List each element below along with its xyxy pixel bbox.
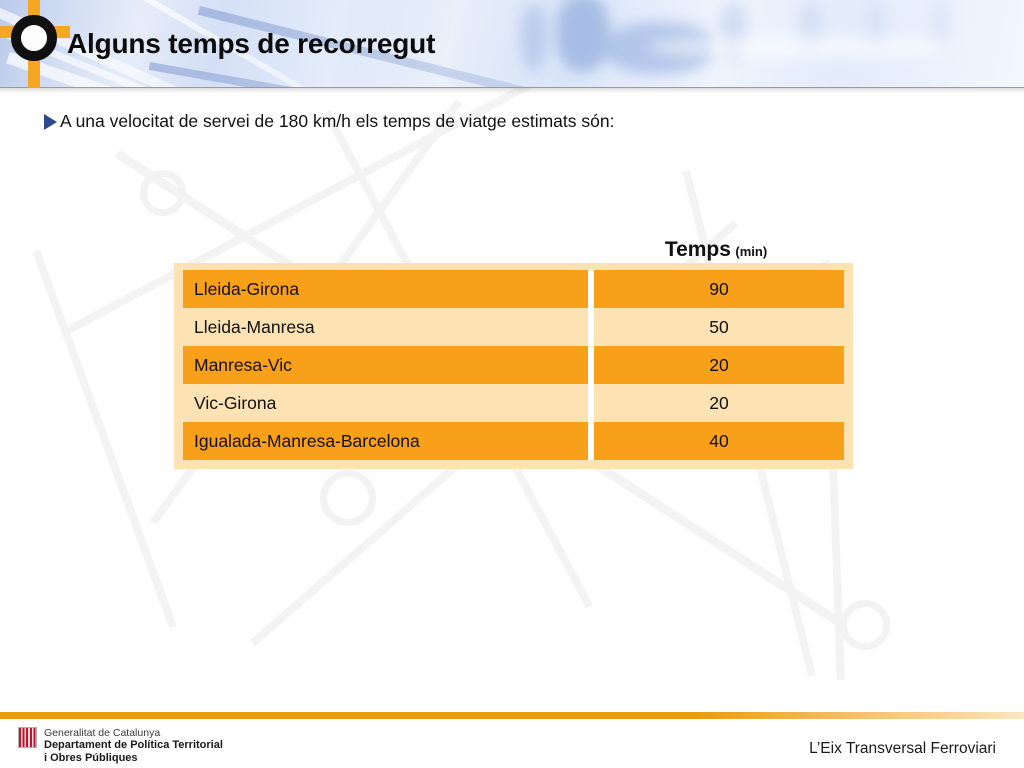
route-cell: Igualada-Manresa-Barcelona [183, 422, 588, 460]
table-row: Manresa-Vic 20 [183, 346, 844, 384]
table-column-header-label: Temps [664, 238, 731, 261]
org-department-line1: Departament de Política Territorial [44, 739, 223, 752]
column-gap [588, 346, 594, 384]
time-cell: 50 [594, 308, 844, 346]
route-cell: Vic-Girona [183, 384, 588, 422]
travel-times-table: Lleida-Girona 90 Lleida-Manresa 50 Manre… [174, 263, 853, 469]
generalitat-logo: Generalitat de Catalunya Departament de … [18, 727, 223, 765]
org-department-line2: i Obres Públiques [44, 751, 138, 764]
triangle-right-bullet-icon [44, 113, 57, 130]
station-ring-icon [0, 0, 70, 88]
time-cell: 20 [594, 384, 844, 422]
table-column-header: Temps (min) [589, 238, 843, 262]
header-banner [0, 0, 1024, 88]
catalan-senyera-icon [18, 727, 37, 748]
table-column-header-unit: (min) [735, 244, 768, 259]
time-cell: 20 [594, 346, 844, 384]
table-row: Lleida-Manresa 50 [183, 308, 844, 346]
column-gap [588, 308, 594, 346]
column-gap [588, 270, 594, 308]
table-row: Igualada-Manresa-Barcelona 40 [183, 422, 844, 460]
bullet-text: A una velocitat de servei de 180 km/h el… [60, 111, 615, 131]
time-cell: 40 [594, 422, 844, 460]
column-gap [588, 384, 594, 422]
banner-divider [0, 87, 1024, 88]
table-row: Lleida-Girona 90 [183, 270, 844, 308]
route-cell: Lleida-Manresa [183, 308, 588, 346]
route-cell: Manresa-Vic [183, 346, 588, 384]
footer-divider [0, 712, 1024, 719]
table-row: Vic-Girona 20 [183, 384, 844, 422]
bullet-paragraph: A una velocitat de servei de 180 km/h el… [44, 111, 614, 132]
column-gap [588, 422, 594, 460]
org-name: Generalitat de Catalunya [44, 727, 161, 739]
banner-shadow [0, 88, 1024, 94]
route-cell: Lleida-Girona [183, 270, 588, 308]
project-title: L’Eix Transversal Ferroviari [809, 740, 996, 757]
page-title: Alguns temps de recorregut [67, 28, 436, 59]
time-cell: 90 [594, 270, 844, 308]
